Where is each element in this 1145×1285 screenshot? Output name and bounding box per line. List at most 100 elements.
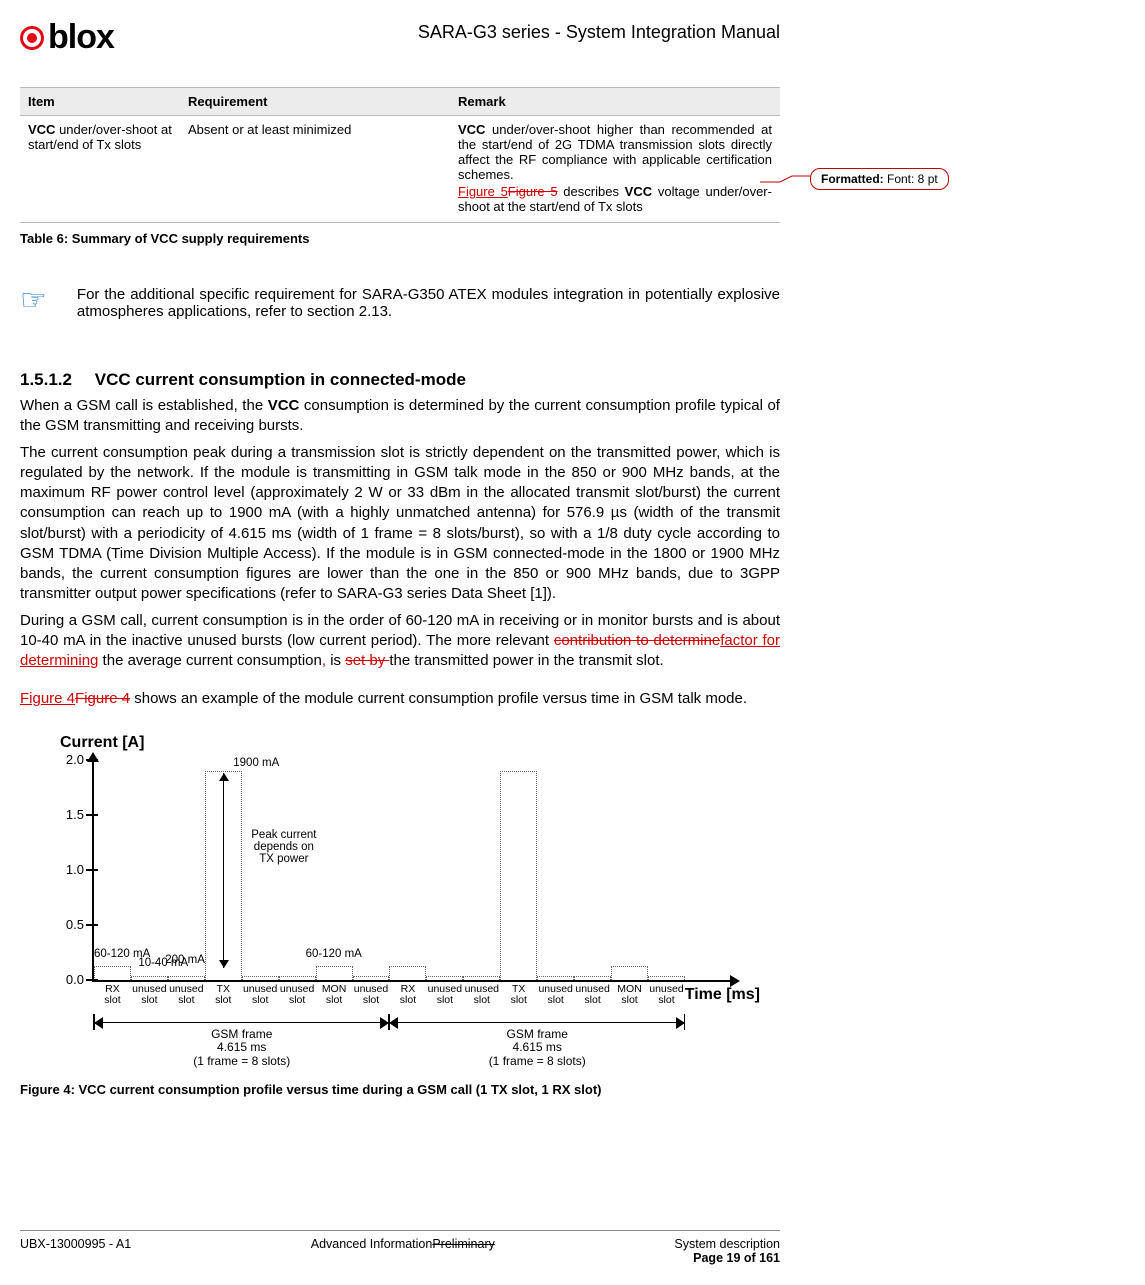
figure4-link[interactable]: Figure 4 (20, 690, 75, 707)
slot-bar (648, 976, 685, 980)
footer-center-a: Advanced Information (311, 1237, 433, 1251)
chart-y-title: Current [A] (60, 734, 144, 752)
slot-label: TX slot (500, 984, 538, 1006)
slot-bar (168, 976, 205, 980)
figure4-strike: Figure 4 (75, 690, 130, 707)
table-header-row: Item Requirement Remark (20, 88, 780, 116)
slot-bar (353, 976, 390, 980)
p3-d: the transmitted power in the transmit sl… (389, 652, 663, 669)
th-remark: Remark (450, 88, 780, 116)
current-profile-chart: Current [A] Time [ms] RX slotunused slot… (20, 734, 760, 1074)
ublox-logo-mark (20, 26, 44, 50)
formatted-callout: Formatted: Font: 8 pt (810, 168, 949, 190)
vcc-requirements-table: Item Requirement Remark VCC under/over-s… (20, 87, 780, 223)
slot-bar (574, 976, 611, 980)
pointing-hand-icon: ☞ (20, 286, 47, 320)
slot-label: unused slot (167, 984, 205, 1006)
y-tick-label: 2.0 (56, 752, 84, 767)
ublox-logo-text: blox (48, 18, 114, 57)
remark-p1-rest: under/over-shoot higher than recommended… (458, 122, 772, 182)
y-tick (86, 869, 98, 871)
peak-arrow-icon (223, 773, 224, 968)
page: blox SARA-G3 series - System Integration… (0, 0, 1145, 1285)
footer-center-strike: Preliminary (432, 1237, 495, 1251)
slot-label: unused slot (537, 984, 575, 1006)
p3-c: is (326, 652, 345, 669)
frame-label: GSM frame 4.615 ms (1 frame = 8 slots) (389, 1028, 684, 1069)
figure5-link[interactable]: Figure 5 (458, 184, 508, 199)
footer-doc-id: UBX-13000995 - A1 (20, 1237, 131, 1265)
p1-a: When a GSM call is established, the (20, 397, 268, 414)
frame-label: GSM frame 4.615 ms (1 frame = 8 slots) (94, 1028, 389, 1069)
footer-page: Page 19 of 161 (674, 1251, 780, 1265)
formatted-label: Formatted: (821, 172, 884, 186)
slot-label: TX slot (204, 984, 242, 1006)
slot-label: unused slot (352, 984, 390, 1006)
cell-remark: VCC under/over-shoot higher than recomme… (450, 116, 780, 223)
y-tick-label: 0.5 (56, 917, 84, 932)
section-p3: During a GSM call, current consumption i… (20, 611, 780, 672)
formatted-value: Font: 8 pt (884, 172, 938, 186)
slot-label: unused slot (241, 984, 279, 1006)
plot-area: RX slotunused slotunused slotTX slotunus… (94, 760, 720, 980)
x-axis-arrow-icon (730, 975, 740, 987)
page-header: blox SARA-G3 series - System Integration… (20, 0, 780, 57)
cell-item-bold: VCC (28, 122, 55, 137)
cell-requirement: Absent or at least minimized (180, 116, 450, 223)
y-tick-label: 1.0 (56, 862, 84, 877)
remark-p2-mid: describes (558, 184, 625, 199)
main-column: blox SARA-G3 series - System Integration… (20, 0, 780, 1097)
ublox-logo: blox (20, 18, 114, 57)
frame-span-arrow-icon (94, 1022, 389, 1024)
p3-b: the average current consumption (98, 652, 321, 669)
y-tick (86, 924, 98, 926)
footer-center: Advanced InformationPreliminary (311, 1237, 495, 1265)
table-caption: Table 6: Summary of VCC supply requireme… (20, 231, 780, 246)
slot-bar (131, 976, 168, 980)
slot-label: unused slot (574, 984, 612, 1006)
slot-bar (94, 966, 131, 979)
section-p2: The current consumption peak during a tr… (20, 443, 780, 605)
remark-p2: Figure 5Figure 5 describes VCC voltage u… (458, 184, 772, 214)
ann-mon-level: 60-120 mA (306, 948, 362, 960)
document-title: SARA-G3 series - System Integration Manu… (418, 18, 780, 43)
slot-label: unused slot (278, 984, 316, 1006)
th-requirement: Requirement (180, 88, 450, 116)
slot-label: unused slot (463, 984, 501, 1006)
y-tick-label: 1.5 (56, 807, 84, 822)
remark-p1: VCC under/over-shoot higher than recomme… (458, 122, 772, 182)
slot-bar (537, 976, 574, 980)
slot-bar (426, 976, 463, 980)
slot-bar (463, 976, 500, 980)
slot-label: MON slot (315, 984, 353, 1006)
footer-right: System description Page 19 of 161 (674, 1237, 780, 1265)
ann-peak-value: 1900 mA (233, 757, 279, 769)
slot-bar (242, 976, 279, 980)
y-tick-label: 0.0 (56, 972, 84, 987)
callout-connector-icon (760, 174, 812, 186)
th-item: Item (20, 88, 180, 116)
section-heading: 1.5.1.2 VCC current consumption in conne… (20, 370, 780, 390)
slot-bar (389, 966, 426, 979)
slot-label: RX slot (93, 984, 131, 1006)
slot-label: MON slot (611, 984, 649, 1006)
section-p4: Figure 4Figure 4 shows an example of the… (20, 689, 780, 709)
slot-bar (611, 966, 648, 979)
ann-idle-level: 10-40 mA (138, 957, 188, 969)
section-title: VCC current consumption in connected-mod… (95, 370, 466, 389)
p3-strike1: contribution to determine (554, 632, 720, 649)
frame-span-arrow-icon (389, 1022, 684, 1024)
slot-bar (500, 771, 537, 980)
x-axis (92, 980, 732, 982)
slot-label: RX slot (389, 984, 427, 1006)
slot-label: unused slot (426, 984, 464, 1006)
table-row: VCC under/over-shoot at start/end of Tx … (20, 116, 780, 223)
p3-strike2: set by (345, 652, 389, 669)
remark-p2-bold: VCC (625, 184, 652, 199)
section-p1: When a GSM call is established, the VCC … (20, 396, 780, 437)
cell-item: VCC under/over-shoot at start/end of Tx … (20, 116, 180, 223)
slot-bar (316, 966, 353, 979)
p4-tail: shows an example of the module current c… (130, 690, 747, 707)
y-tick (86, 759, 98, 761)
y-tick (86, 979, 98, 981)
